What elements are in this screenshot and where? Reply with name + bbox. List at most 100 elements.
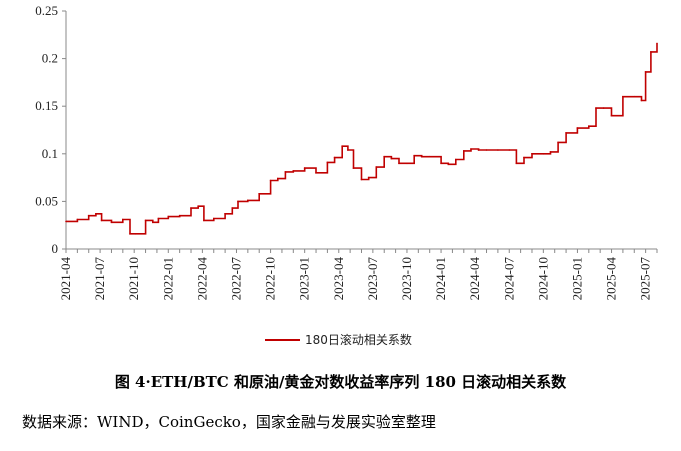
data-point <box>398 162 400 165</box>
data-source-note: 数据来源：WIND，CoinGecko，国家金融与发展实验室整理 <box>22 413 436 431</box>
y-tick-label: 0.05 <box>35 193 58 208</box>
data-point <box>269 179 272 182</box>
data-point <box>152 221 154 224</box>
data-point <box>602 107 605 109</box>
data-point <box>341 145 344 147</box>
data-point <box>122 218 124 221</box>
legend: 180日滚动相关系数 <box>265 332 412 347</box>
y-tick-label: 0.1 <box>42 146 58 161</box>
y-tick-label: 0.25 <box>35 3 58 18</box>
data-point <box>284 171 287 173</box>
x-tick-label: 2024-07 <box>501 257 516 301</box>
data-point <box>110 221 113 224</box>
data-point <box>485 149 488 151</box>
data-point <box>463 150 465 152</box>
data-point <box>447 163 450 166</box>
data-point <box>277 177 279 180</box>
x-tick-label: 2021-07 <box>92 257 107 301</box>
data-point <box>383 155 386 158</box>
data-point <box>595 107 597 109</box>
data-point <box>420 155 423 158</box>
x-tick-label: 2024-10 <box>535 257 550 300</box>
x-tick-label: 2021-10 <box>126 257 141 300</box>
data-point <box>375 166 378 168</box>
data-point <box>557 141 559 144</box>
data-point <box>650 51 652 53</box>
data-point <box>523 156 525 159</box>
data-point <box>406 162 408 165</box>
data-point <box>610 114 613 117</box>
series-layer <box>65 42 658 235</box>
data-point <box>292 170 295 172</box>
data-point <box>247 199 249 202</box>
data-point <box>315 172 317 174</box>
data-point <box>413 154 416 157</box>
data-point <box>549 151 552 153</box>
x-tick-label: 2021-04 <box>58 257 73 301</box>
series-line <box>66 43 658 235</box>
data-point <box>190 207 192 209</box>
x-tick-label: 2022-07 <box>228 257 243 301</box>
data-point <box>531 153 533 155</box>
data-point <box>508 149 511 151</box>
data-point <box>633 95 636 98</box>
data-point <box>367 176 370 179</box>
x-tick-label: 2023-07 <box>365 257 380 301</box>
data-point <box>197 205 199 207</box>
data-point <box>360 178 363 181</box>
x-tick-label: 2023-01 <box>297 257 312 300</box>
data-point <box>303 167 306 169</box>
data-point <box>428 155 431 158</box>
x-tick-label: 2023-04 <box>331 257 346 301</box>
data-point <box>100 219 103 222</box>
y-tick-label: 0.15 <box>35 98 58 113</box>
data-point <box>640 99 643 102</box>
y-tick-label: 0 <box>52 241 59 256</box>
data-point <box>542 153 545 155</box>
y-tick-label: 0.2 <box>42 51 58 66</box>
x-axis-ticks: 2021-04 2021-07 2021-10 2022-01 2022-04 2022-… <box>58 249 658 301</box>
data-point <box>167 215 170 218</box>
data-point <box>333 156 336 159</box>
data-point <box>622 95 624 98</box>
data-point <box>644 71 647 73</box>
data-point <box>231 207 234 209</box>
data-point <box>134 233 137 235</box>
data-point <box>76 218 79 221</box>
x-tick-label: 2023-10 <box>399 257 414 300</box>
data-point <box>258 193 261 195</box>
data-point <box>497 149 499 151</box>
data-point <box>470 148 472 150</box>
line-chart: 0 0.05 0.1 0.15 0.2 0.25 2021-04 2021-07 2021-1… <box>35 3 658 347</box>
x-tick-label: 2025-07 <box>638 257 653 301</box>
data-point <box>656 42 658 45</box>
y-axis-ticks: 0 0.05 0.1 0.15 0.2 0.25 <box>35 3 66 256</box>
data-point <box>157 217 160 220</box>
x-tick-label: 2025-01 <box>569 257 584 300</box>
data-point <box>565 132 567 134</box>
data-point <box>352 167 355 169</box>
x-tick-label: 2024-01 <box>433 257 448 300</box>
x-tick-label: 2022-10 <box>263 257 278 300</box>
data-point <box>203 219 205 222</box>
data-point <box>87 214 90 217</box>
data-point <box>178 214 181 217</box>
data-point <box>65 220 67 223</box>
data-point <box>237 200 239 203</box>
data-point <box>347 149 349 151</box>
data-point <box>213 217 215 220</box>
x-tick-label: 2022-04 <box>194 257 209 301</box>
data-point <box>477 149 480 151</box>
data-point <box>129 233 131 235</box>
x-tick-label: 2024-04 <box>467 257 482 301</box>
data-point <box>455 158 457 161</box>
x-tick-label: 2025-04 <box>604 257 619 301</box>
data-point <box>390 157 393 160</box>
x-tick-label: 2022-01 <box>160 257 175 300</box>
data-point <box>440 162 442 165</box>
legend-label: 180日滚动相关系数 <box>305 332 412 347</box>
figure-caption: 图 4·ETH/BTC 和原油/黄金对数收益率序列 180 日滚动相关系数 <box>114 373 567 391</box>
data-point <box>326 161 329 164</box>
data-point <box>95 213 97 215</box>
chart-axes <box>65 11 657 250</box>
